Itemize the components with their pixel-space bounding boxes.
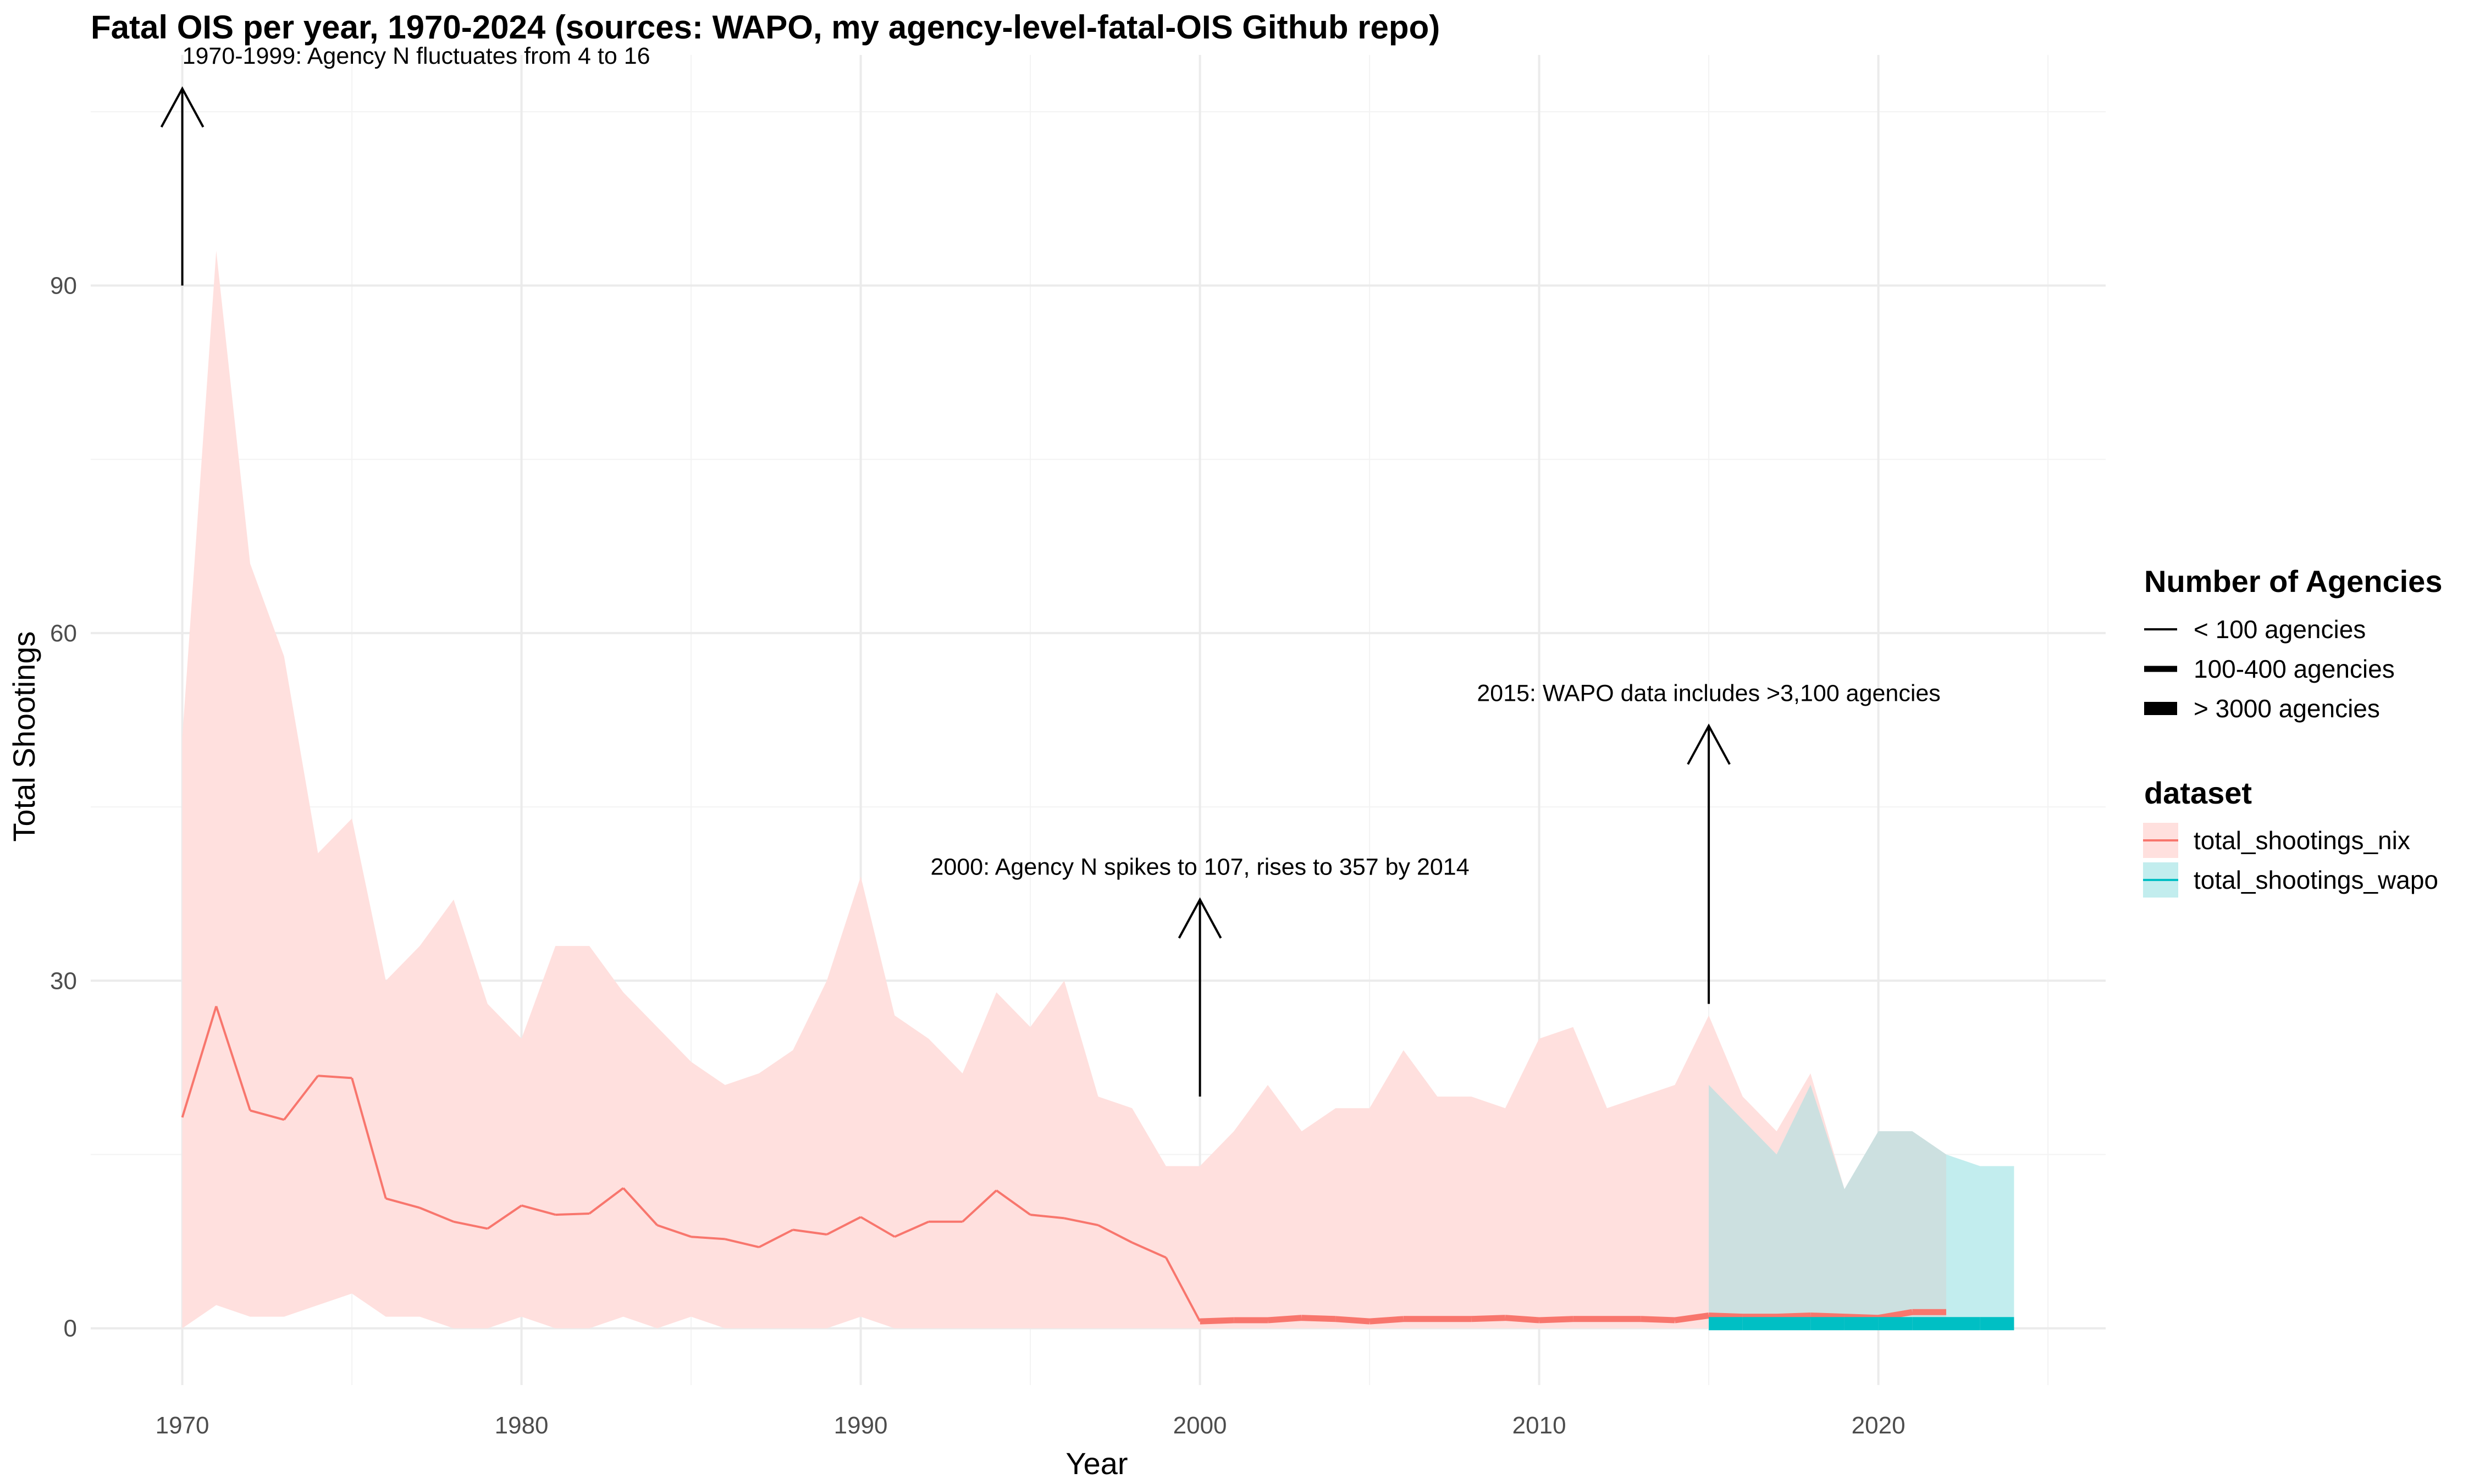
line-segment-total_shootings_nix	[1641, 1316, 1675, 1324]
line-segment-total_shootings_nix	[622, 1187, 658, 1226]
annotation-text: 2000: Agency N spikes to 107, rises to 3…	[931, 854, 1470, 881]
line-segment-total_shootings_nix	[996, 1189, 1031, 1216]
line-segment-total_shootings_nix	[181, 1006, 218, 1118]
line-segment-total_shootings_nix	[1810, 1313, 1845, 1320]
line-segment-total_shootings_nix	[1708, 1313, 1743, 1320]
line-segment-total_shootings_nix	[351, 1077, 387, 1199]
y-tick-label: 60	[50, 620, 77, 647]
line-segment-total_shootings_nix	[1539, 1316, 1573, 1324]
x-tick-label: 1990	[834, 1412, 888, 1439]
x-tick-label: 2020	[1852, 1412, 1906, 1439]
legend-wapo-label: total_shootings_wapo	[2194, 866, 2438, 894]
annotation-arrowhead	[1687, 723, 1731, 765]
legend-size-label-medium: 100-400 agencies	[2194, 655, 2395, 683]
line-segment-total_shootings_nix	[725, 1238, 759, 1249]
x-tick-label: 2000	[1173, 1412, 1227, 1439]
line-segment-total_shootings_nix	[792, 1228, 827, 1236]
tick-layer: 1970 1980 1990 2000 2010 2020 0 30 60 90	[50, 272, 1906, 1439]
y-tick-label: 0	[64, 1315, 77, 1342]
line-segment-total_shootings_nix	[1877, 1309, 1913, 1321]
x-tick-label: 1980	[495, 1412, 549, 1439]
legend-dataset-title: dataset	[2144, 776, 2252, 810]
line-segment-total_shootings_nix	[453, 1220, 488, 1230]
overlap-ribbon	[1709, 1085, 1946, 1328]
y-tick-label: 90	[50, 272, 77, 299]
legend-nix-label: total_shootings_nix	[2194, 826, 2410, 855]
legend: Number of Agencies < 100 agencies 100-40…	[2143, 564, 2442, 898]
annotation-arrowhead	[160, 86, 205, 128]
y-axis-title: Total Shootings	[7, 632, 41, 842]
chart-title: Fatal OIS per year, 1970-2024 (sources: …	[91, 9, 1440, 46]
line-segment-total_shootings_nix	[1267, 1315, 1302, 1324]
line-segment-total_shootings_nix	[318, 1075, 352, 1079]
legend-size-title: Number of Agencies	[2144, 564, 2442, 599]
line-segment-total_shootings_nix	[1200, 1317, 1234, 1325]
line-segment-total_shootings_nix	[860, 1216, 896, 1238]
line-segment-total_shootings_nix	[758, 1228, 794, 1248]
line-segment-total_shootings_nix	[215, 1006, 251, 1111]
line-segment-total_shootings_nix	[691, 1236, 725, 1241]
line-segment-total_shootings_nix	[894, 1220, 929, 1238]
y-tick-label: 30	[50, 967, 77, 994]
line-segment-total_shootings_nix	[1776, 1313, 1811, 1320]
line-segment-total_shootings_nix	[1335, 1316, 1370, 1325]
line-segment-total_shootings_nix	[1097, 1224, 1133, 1244]
x-tick-label: 2010	[1512, 1412, 1566, 1439]
line-layer	[181, 1006, 2014, 1331]
line-segment-total_shootings_nix	[1369, 1316, 1404, 1325]
x-tick-label: 1970	[156, 1412, 209, 1439]
annotation-layer: 1970-1999: Agency N fluctuates from 4 to…	[160, 43, 1941, 1097]
line-segment-total_shootings_nix	[555, 1212, 590, 1216]
line-segment-total_shootings_nix	[1064, 1217, 1098, 1227]
line-segment-total_shootings_nix	[283, 1075, 319, 1121]
line-segment-total_shootings_nix	[1301, 1315, 1336, 1322]
line-segment-total_shootings_nix	[588, 1187, 624, 1215]
annotation-text: 2015: WAPO data includes >3,100 agencies	[1477, 680, 1940, 707]
x-axis-title: Year	[1065, 1446, 1128, 1481]
legend-size-label-small: < 100 agencies	[2194, 615, 2366, 644]
line-segment-total_shootings_nix	[385, 1197, 421, 1209]
line-segment-total_shootings_nix	[419, 1206, 454, 1223]
line-segment-total_shootings_nix	[1131, 1241, 1167, 1259]
line-segment-total_shootings_nix	[250, 1109, 285, 1121]
legend-size-label-large: > 3000 agencies	[2194, 694, 2380, 723]
annotation-text: 1970-1999: Agency N fluctuates from 4 to…	[183, 43, 650, 69]
line-segment-total_shootings_nix	[1165, 1257, 1201, 1322]
line-segment-total_shootings_nix	[656, 1224, 692, 1238]
ribbon-layer	[182, 251, 2014, 1328]
annotation-arrowhead	[1178, 897, 1222, 939]
line-segment-total_shootings_nix	[521, 1204, 556, 1216]
line-segment-total_shootings_nix	[1505, 1315, 1539, 1324]
line-segment-total_shootings_nix	[962, 1189, 997, 1223]
line-segment-total_shootings_nix	[1030, 1214, 1065, 1220]
line-segment-total_shootings_nix	[826, 1216, 862, 1236]
nix-ribbon	[182, 251, 1946, 1328]
line-segment-total_shootings_nix	[487, 1204, 522, 1230]
line-segment-total_shootings_nix	[1674, 1313, 1709, 1324]
line-segment-total_shootings_nix	[1471, 1315, 1506, 1322]
